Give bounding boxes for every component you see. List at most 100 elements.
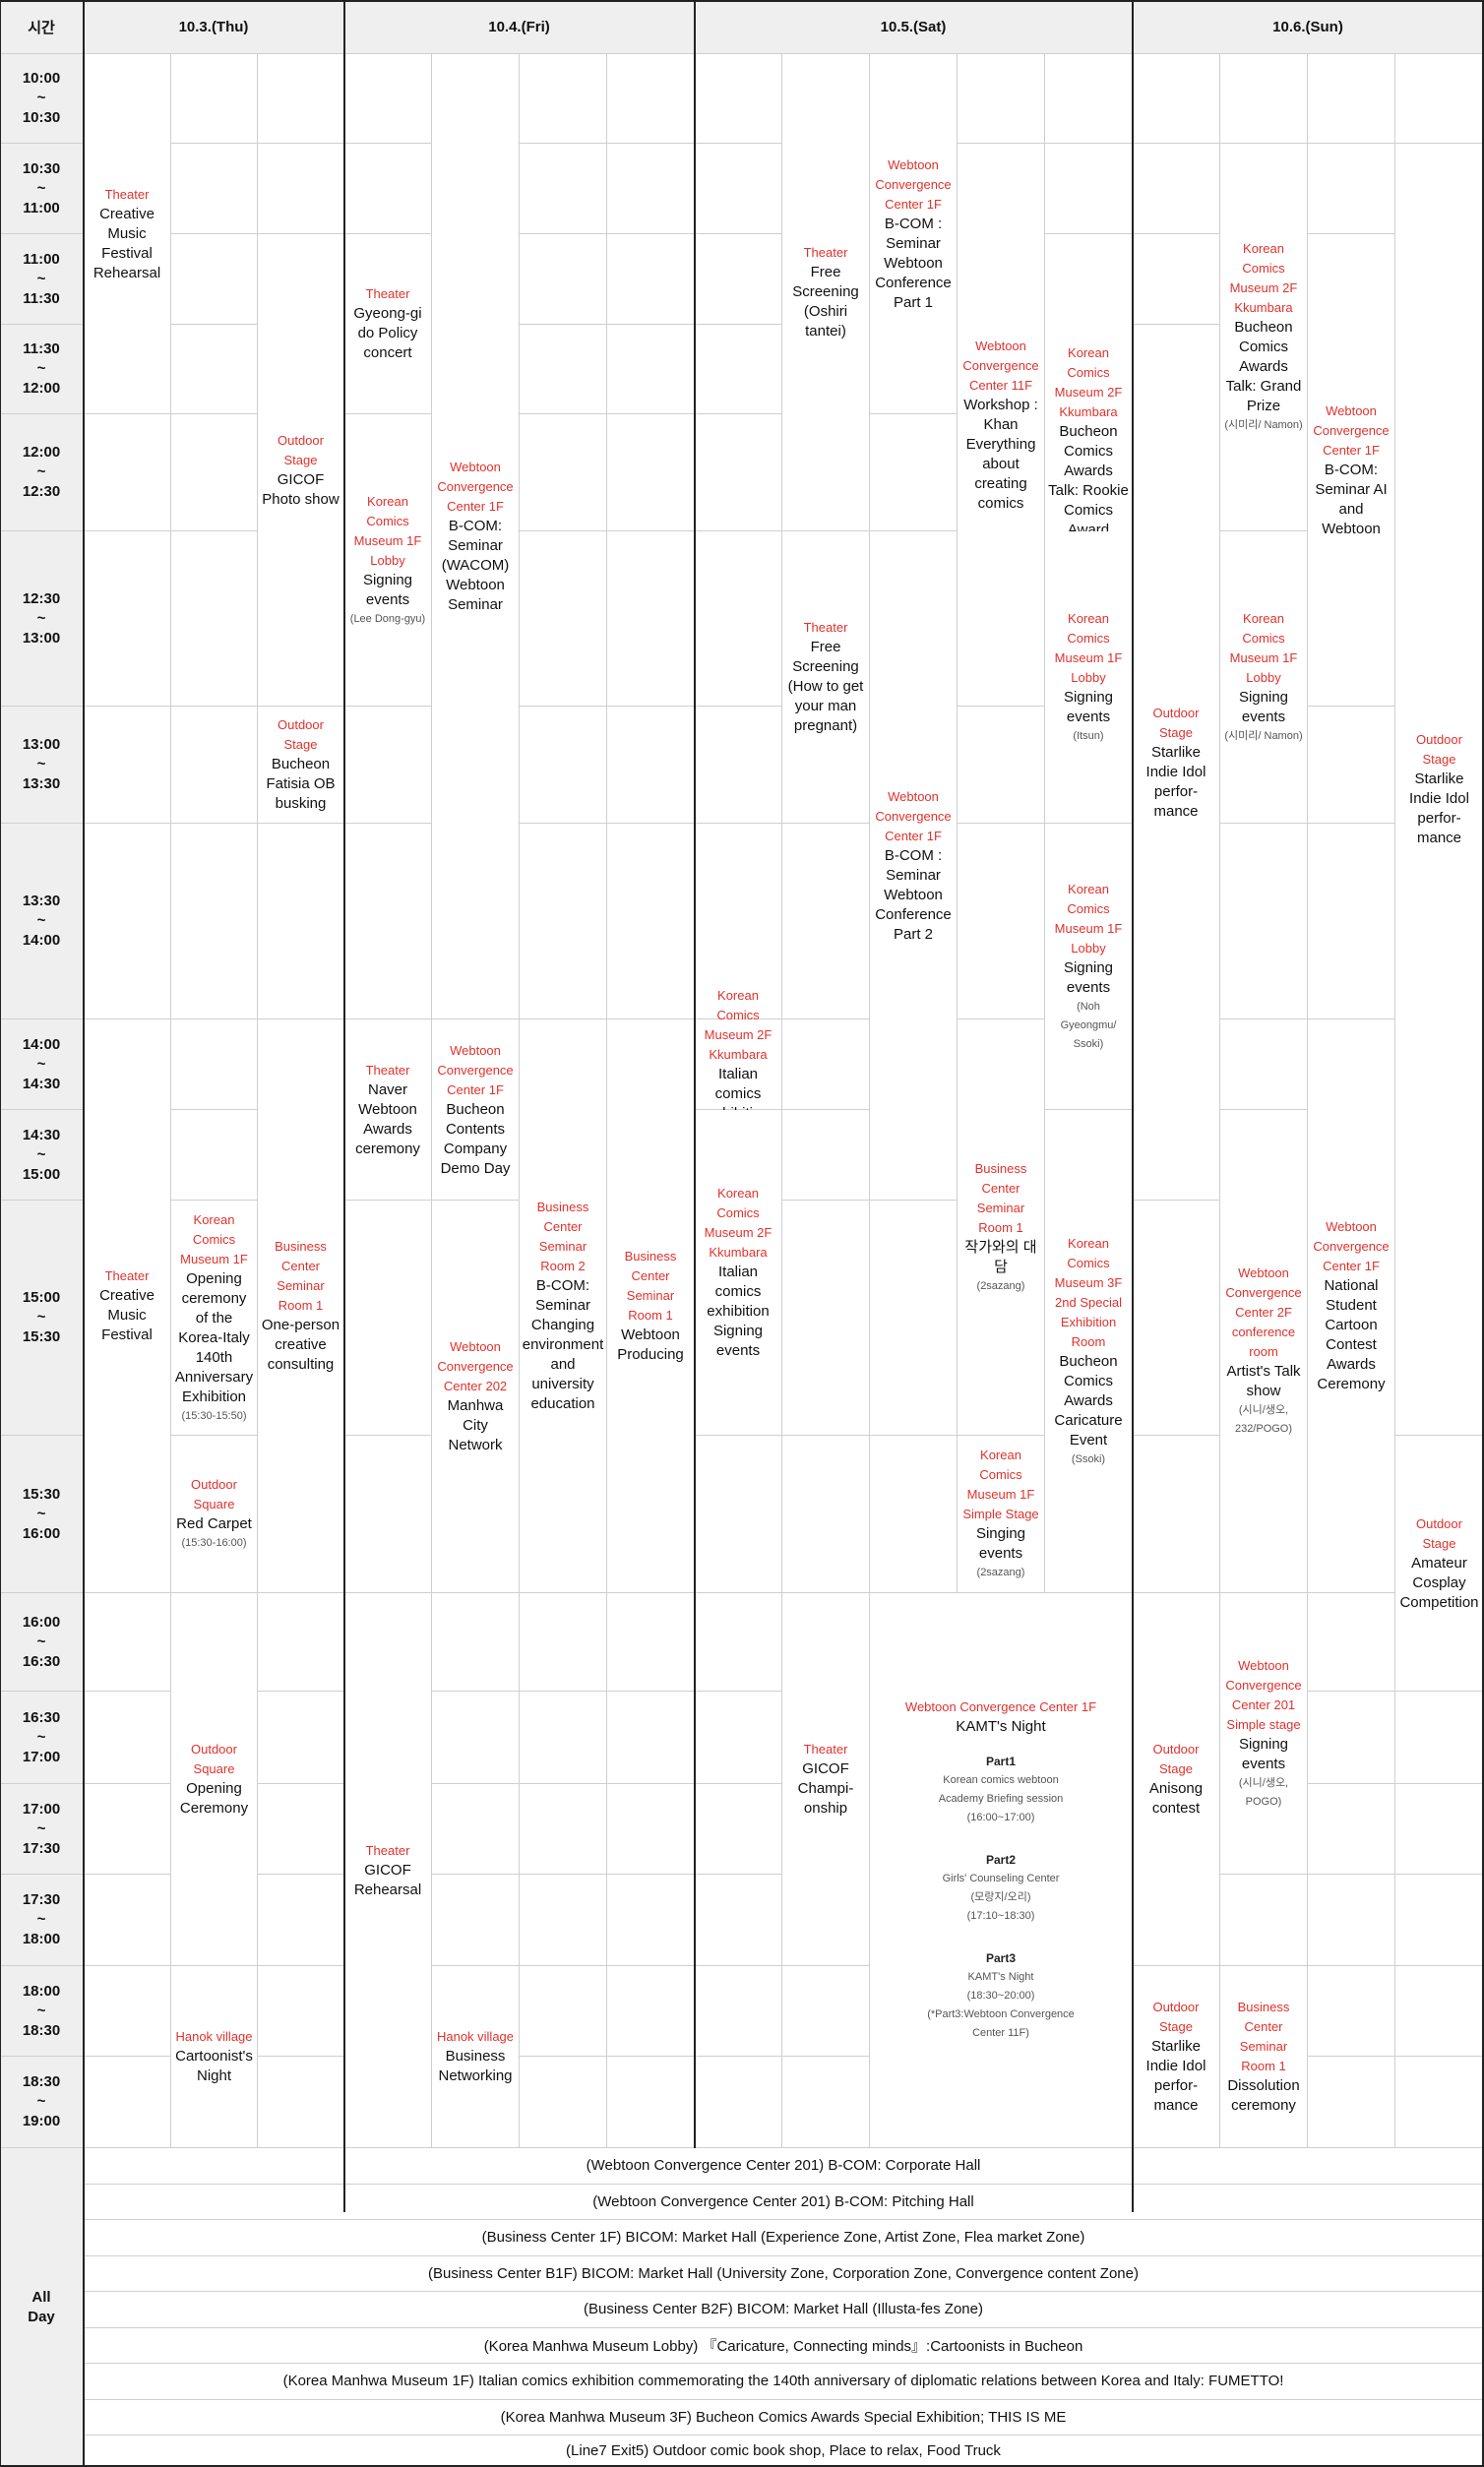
schedule-event: Theater Creative Music Festival: [84, 1019, 171, 1593]
empty-slot: [171, 824, 258, 1019]
empty-slot: [258, 1784, 344, 1875]
event-location: Outdoor Stage: [1416, 1515, 1462, 1551]
schedule-event: Webtoon Convergence Center 11F Workshop :…: [958, 144, 1045, 707]
schedule-event: Outdoor Stage Amateur Cosplay Competition: [1395, 1436, 1484, 1692]
event-title: Bucheon Fatisia OB busking: [266, 756, 336, 812]
empty-slot: [171, 1110, 258, 1201]
event-title: Italian comics exhibition Signing events: [707, 1264, 770, 1359]
empty-slot: [607, 1593, 695, 1692]
empty-slot: [258, 1875, 344, 1966]
event-title: Red Carpet: [176, 1515, 252, 1532]
empty-slot: [607, 707, 695, 824]
event-title: B-COM: Seminar AI and Webtoon: [1315, 461, 1388, 537]
schedule-event: Business Center Seminar Room 1 Dissolutio…: [1220, 1966, 1308, 2148]
event-title: Opening Ceremony: [179, 1780, 249, 1817]
event-title: National Student Cartoon Contest Awards …: [1317, 1277, 1386, 1392]
empty-slot: [607, 54, 695, 144]
empty-slot: [695, 1692, 782, 1784]
empty-slot: [695, 1875, 782, 1966]
day-header-sat: 10.5.(Sat): [695, 0, 1133, 54]
table-border: [0, 2465, 1484, 2467]
event-location: Business Center Seminar Room 1: [974, 1160, 1027, 1235]
empty-slot: [1308, 1692, 1395, 1784]
event-note: (2sazang): [976, 1567, 1025, 1578]
time-slot-label: 13:00 ~ 13:30: [0, 707, 84, 824]
empty-slot: [607, 234, 695, 325]
event-location: Webtoon Convergence Center 201 Simple st…: [1225, 1657, 1302, 1732]
empty-slot: [782, 1110, 870, 1201]
schedule-event: Theater GICOF Champi-onship: [782, 1593, 870, 1966]
schedule-event: Webtoon Convergence Center 202 Manhwa Cit…: [432, 1201, 520, 1593]
empty-slot: [607, 1875, 695, 1966]
empty-slot: [695, 1784, 782, 1875]
event-location: Korean Comics Museum 1F: [180, 1211, 248, 1266]
empty-slot: [520, 2057, 607, 2148]
schedule-event: Theater Free Screening (Oshiri tantei): [782, 54, 870, 531]
empty-slot: [258, 1593, 344, 1692]
event-title: Amateur Cosplay Competition: [1399, 1554, 1479, 1611]
empty-slot: [782, 824, 870, 1019]
day-divider: [0, 0, 1, 2467]
event-location: Webtoon Convergence Center 1F: [1313, 402, 1390, 458]
empty-slot: [1308, 707, 1395, 824]
all-day-event: (Business Center 1F) BICOM: Market Hall …: [84, 2220, 1484, 2256]
event-title: Starlike Indie Idol perfor-mance: [1409, 771, 1469, 846]
all-day-event: (Korea Manhwa Museum 3F) Bucheon Comics …: [84, 2399, 1484, 2436]
schedule-event: Hanok village Cartoonist's Night: [171, 1966, 258, 2148]
day-divider: [1482, 0, 1484, 2467]
kamt-part-label: Part3: [985, 1951, 1017, 1965]
empty-slot: [520, 824, 607, 1019]
schedule-event: Korean Comics Museum 2F Kkumbara Italian …: [695, 988, 782, 1141]
event-location: Business Center Seminar Room 1: [624, 1249, 677, 1323]
time-slot-label: 15:30 ~ 16:00: [0, 1436, 84, 1593]
event-location: Webtoon Convergence Center 11F: [962, 338, 1039, 393]
time-column-header: 시간: [0, 0, 84, 54]
kamt-part-detail: (16:00~17:00): [966, 1812, 1035, 1823]
event-title: 작가와의 대담: [964, 1238, 1037, 1275]
schedule-event: Korean Comics Museum 1F Lobby Signing eve…: [1045, 824, 1133, 1110]
schedule-event: Webtoon Convergence Center 201 Simple st…: [1220, 1593, 1308, 1875]
day-header-sun: 10.6.(Sun): [1133, 0, 1484, 54]
schedule-event: Outdoor Stage Anisong contest: [1133, 1593, 1220, 1966]
event-location: Webtoon Convergence Center 2F conference…: [1225, 1265, 1302, 1359]
event-location: Korean Comics Museum 1F Lobby: [1229, 610, 1298, 685]
empty-slot: [695, 1966, 782, 2057]
event-location: Business Center Seminar Room 1: [275, 1239, 327, 1313]
event-note: (시미리/ Namon): [1224, 419, 1303, 431]
event-location: Outdoor Square: [191, 1477, 237, 1511]
event-title: B-COM: Seminar (WACOM) Webtoon Seminar: [441, 518, 510, 613]
empty-slot: [958, 824, 1045, 1019]
empty-slot: [607, 414, 695, 531]
empty-slot: [84, 531, 171, 707]
kamt-part-detail: Center 11F): [972, 2027, 1029, 2039]
time-slot-label: 10:00 ~ 10:30: [0, 54, 84, 144]
event-title: Signing events: [1238, 1735, 1289, 1772]
schedule-event: Webtoon Convergence Center 1F National St…: [1308, 1019, 1395, 1593]
empty-slot: [695, 1436, 782, 1593]
empty-slot: [432, 1875, 520, 1966]
event-location: Theater: [365, 1062, 410, 1078]
event-note: (Ssoki): [1071, 1452, 1106, 1465]
empty-slot: [607, 325, 695, 414]
event-note: (Noh Gyeongmu/ Ssoki): [1060, 1000, 1117, 1050]
time-slot-label: 15:00 ~ 15:30: [0, 1201, 84, 1436]
empty-slot: [520, 1966, 607, 2057]
event-title: Creative Music Festival Rehearsal: [93, 205, 161, 281]
empty-slot: [870, 1201, 958, 1436]
empty-slot: [84, 824, 171, 1019]
time-slot-label: 14:00 ~ 14:30: [0, 1019, 84, 1110]
day-divider: [1132, 0, 1134, 2212]
all-day-event: (Korea Manhwa Museum 1F) Italian comics …: [84, 2364, 1484, 2400]
schedule-event: Outdoor Stage GICOF Photo show: [258, 234, 344, 707]
empty-slot: [782, 1201, 870, 1436]
empty-slot: [520, 707, 607, 824]
empty-slot: [520, 414, 607, 531]
schedule-event: Outdoor Stage Starlike Indie Idol perfor-…: [1395, 144, 1484, 1436]
empty-slot: [171, 414, 258, 531]
time-slot-label: 18:30 ~ 19:00: [0, 2057, 84, 2148]
event-title: Starlike Indie Idol perfor-mance: [1145, 2038, 1206, 2114]
empty-slot: [344, 824, 432, 1019]
empty-slot: [258, 144, 344, 234]
empty-slot: [520, 1593, 607, 1692]
event-title: Manhwa City Network: [447, 1397, 504, 1453]
